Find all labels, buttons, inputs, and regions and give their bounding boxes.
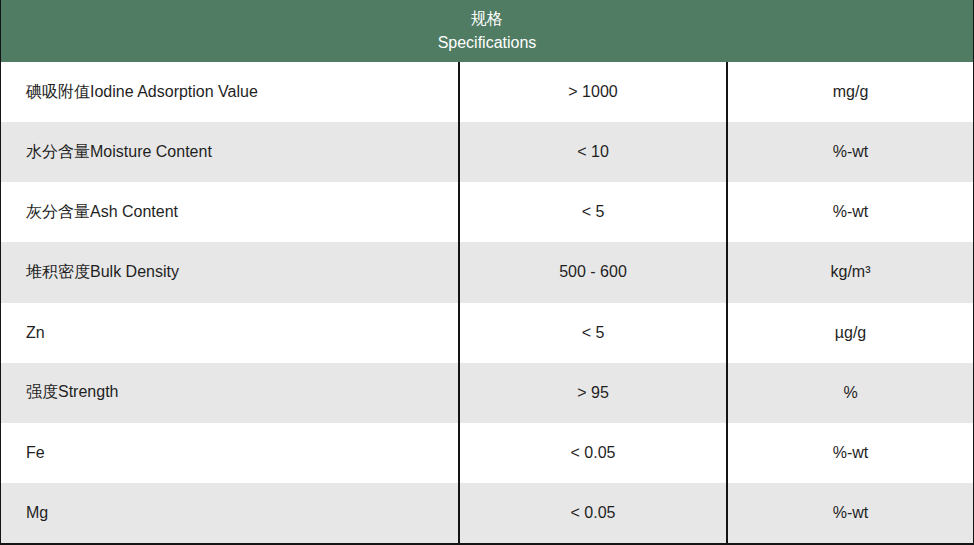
specifications-table: 规格 Specifications 碘吸附值Iodine Adsorption … [0, 0, 974, 545]
value-cell: 500 - 600 [458, 242, 726, 302]
unit-cell: % [726, 363, 973, 423]
parameter-cell: 碘吸附值Iodine Adsorption Value [1, 62, 458, 122]
table-row: 碘吸附值Iodine Adsorption Value > 1000 mg/g [1, 62, 973, 122]
table-row: 灰分含量Ash Content < 5 %-wt [1, 182, 973, 242]
table-row: Mg < 0.05 %-wt [1, 483, 973, 543]
value-cell: < 0.05 [458, 423, 726, 483]
value-cell: < 5 [458, 182, 726, 242]
parameter-cell: Zn [1, 303, 458, 363]
parameter-cell: 强度Strength [1, 363, 458, 423]
unit-cell: µg/g [726, 303, 973, 363]
table-row: 水分含量Moisture Content < 10 %-wt [1, 122, 973, 182]
value-cell: < 10 [458, 122, 726, 182]
table-header: 规格 Specifications [1, 0, 973, 62]
parameter-cell: Fe [1, 423, 458, 483]
table-row: Zn < 5 µg/g [1, 303, 973, 363]
unit-cell: %-wt [726, 483, 973, 543]
unit-cell: kg/m³ [726, 242, 973, 302]
parameter-cell: 水分含量Moisture Content [1, 122, 458, 182]
unit-cell: mg/g [726, 62, 973, 122]
value-cell: < 5 [458, 303, 726, 363]
value-cell: < 0.05 [458, 483, 726, 543]
unit-cell: %-wt [726, 182, 973, 242]
unit-cell: %-wt [726, 122, 973, 182]
table-title-en: Specifications [438, 31, 537, 55]
parameter-cell: Mg [1, 483, 458, 543]
table-row: 强度Strength > 95 % [1, 363, 973, 423]
parameter-cell: 堆积密度Bulk Density [1, 242, 458, 302]
unit-cell: %-wt [726, 423, 973, 483]
value-cell: > 95 [458, 363, 726, 423]
table-row: Fe < 0.05 %-wt [1, 423, 973, 483]
table-row: 堆积密度Bulk Density 500 - 600 kg/m³ [1, 242, 973, 302]
table-body: 碘吸附值Iodine Adsorption Value > 1000 mg/g … [1, 62, 973, 543]
value-cell: > 1000 [458, 62, 726, 122]
parameter-cell: 灰分含量Ash Content [1, 182, 458, 242]
table-title-zh: 规格 [471, 7, 503, 31]
